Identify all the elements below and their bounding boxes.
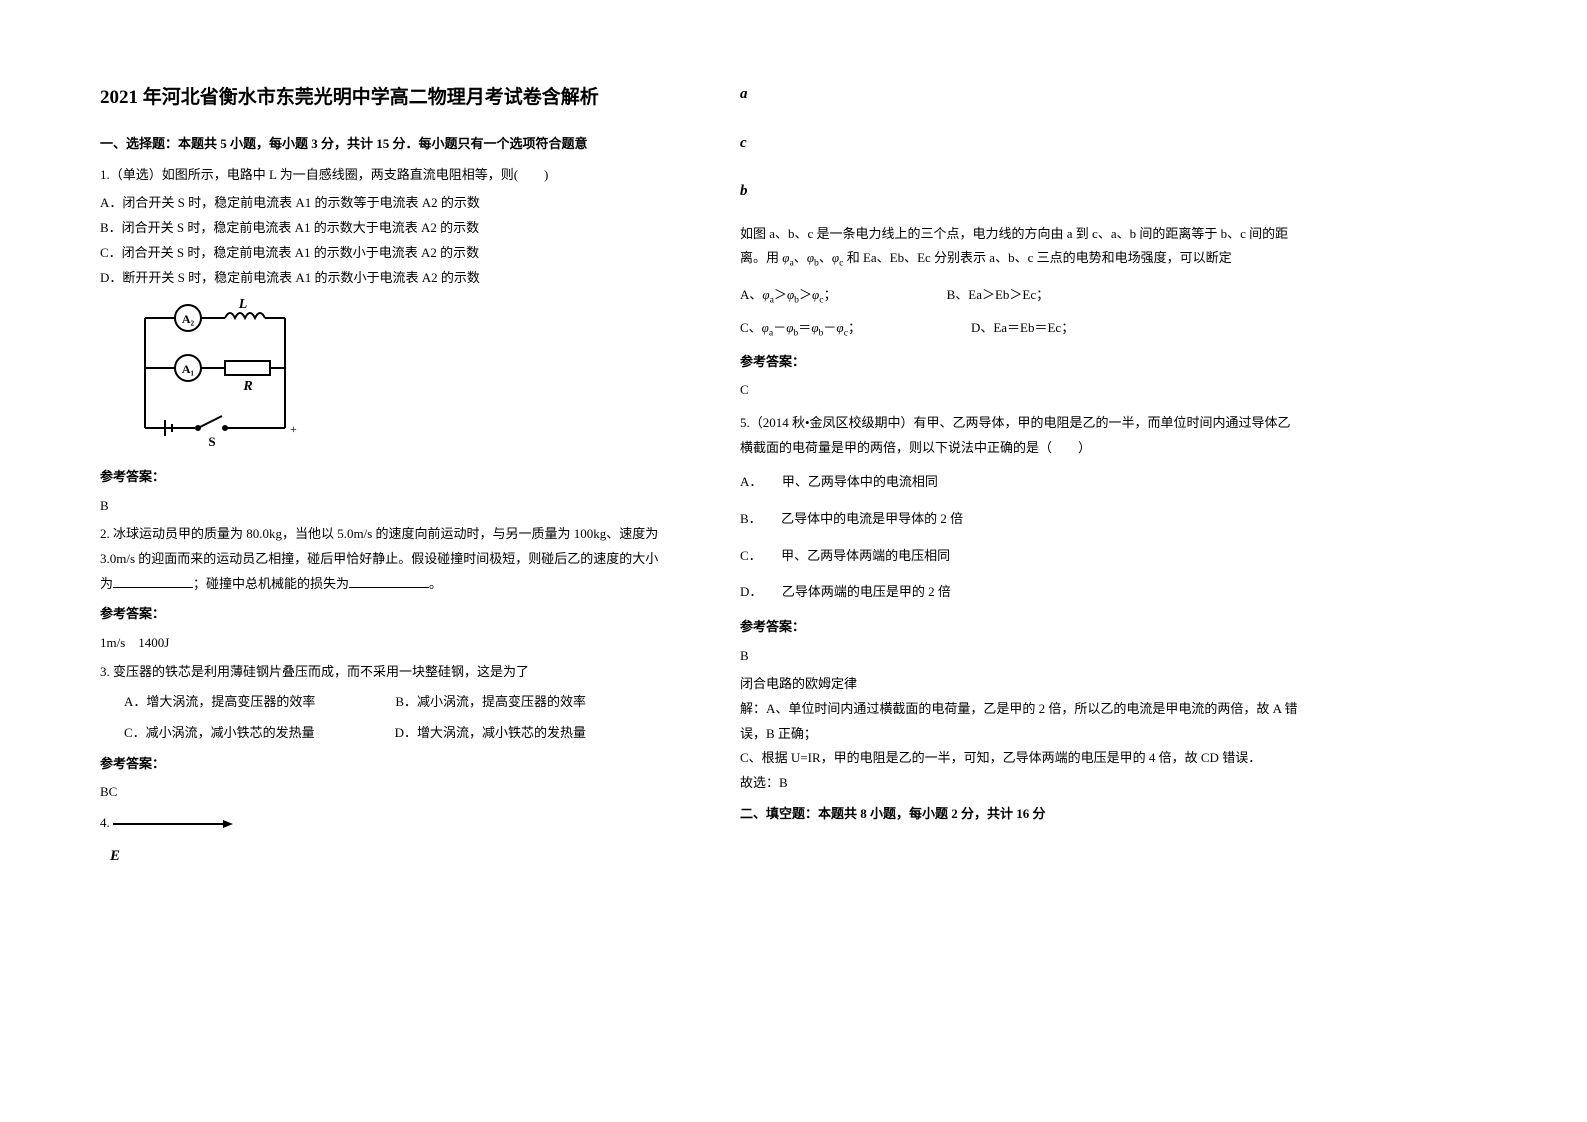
label-L: L	[238, 298, 248, 312]
q4-c-pre: C、	[740, 320, 762, 335]
q3-opt-c: C．减小涡流，减小铁芯的发热量	[124, 721, 315, 746]
q5-exp4: 故选：B	[740, 771, 1300, 796]
doc-title: 2021 年河北省衡水市东莞光明中学高二物理月考试卷含解析	[100, 80, 660, 116]
q5-opt-c: C． 甲、乙两导体两端的电压相同	[740, 544, 1300, 569]
q5-stem: 5.（2014 秋•金凤区校级期中）有甲、乙两导体，甲的电阻是乙的一半，而单位时…	[740, 411, 1300, 460]
q5-opt-b: B． 乙导体中的电流是甲导体的 2 倍	[740, 507, 1300, 532]
q1-opt-c: C．闭合开关 S 时，稳定前电流表 A1 的示数小于电流表 A2 的示数	[100, 241, 660, 266]
q4-num-row: 4.	[100, 811, 660, 836]
q4-num: 4.	[100, 815, 110, 830]
q3-stem: 3. 变压器的铁芯是利用薄硅钢片叠压而成，而不采用一块整硅钢，这是为了	[100, 660, 660, 685]
q2-blank-1	[113, 575, 193, 588]
q1-ans: B	[100, 494, 660, 519]
section-1-header: 一、选择题：本题共 5 小题，每小题 3 分，共计 15 分．每小题只有一个选项…	[100, 132, 660, 157]
phi-b: φ	[807, 250, 814, 265]
q5-opt-d: D． 乙导体两端的电压是甲的 2 倍	[740, 580, 1300, 605]
q4-ans: C	[740, 378, 1300, 403]
q4-opt-b: B、Ea＞Eb＞Ec；	[947, 283, 1050, 310]
q4-c-post: ；	[848, 320, 861, 335]
q5-opt-a: A． 甲、乙两导体中的电流相同	[740, 470, 1300, 495]
q2-stem-b: ；碰撞中总机械能的损失为	[193, 576, 349, 591]
section-2-header: 二、填空题：本题共 8 小题，每小题 2 分，共计 16 分	[740, 802, 1300, 827]
q2-ans-label: 参考答案：	[100, 602, 660, 627]
q4-E: E	[110, 842, 660, 871]
q1-opt-a: A．闭合开关 S 时，稳定前电流表 A1 的示数等于电流表 A2 的示数	[100, 191, 660, 216]
q5-ans-label: 参考答案：	[740, 615, 1300, 640]
q4-a-pre: A、	[740, 287, 762, 302]
q4-opt-a: A、φa＞φb＞φc；	[740, 283, 837, 310]
svg-text:A₁: A₁	[182, 362, 195, 376]
q4-c: c	[740, 129, 1300, 158]
q3-ans-label: 参考答案：	[100, 752, 660, 777]
q5-exp1: 闭合电路的欧姆定律	[740, 672, 1300, 697]
q4-opt-d: D、Ea＝Eb＝Ec；	[971, 316, 1074, 343]
q2: 2. 冰球运动员甲的质量为 80.0kg，当他以 5.0m/s 的速度向前运动时…	[100, 522, 660, 596]
q2-blank-2	[349, 575, 429, 588]
q3-opt-a: A．增大涡流，提高变压器的效率	[124, 690, 315, 715]
q1-opt-b: B．闭合开关 S 时，稳定前电流表 A1 的示数大于电流表 A2 的示数	[100, 216, 660, 241]
q4-opt-c: C、φa－φb＝φb－φc；	[740, 316, 861, 343]
q1-ans-label: 参考答案：	[100, 465, 660, 490]
q5-exp3: C、根据 U=IR，甲的电阻是乙的一半，可知，乙导体两端的电压是甲的 4 倍，故…	[740, 746, 1300, 771]
label-S: S	[208, 434, 215, 448]
q2-stem-c: 。	[429, 576, 442, 591]
q5-ans: B	[740, 644, 1300, 669]
q3-opt-b: B．减小涡流，提高变压器的效率	[395, 690, 586, 715]
q4-stem-b: 和 Ea、Eb、Ec 分别表示 a、b、c 三点的电势和电场强度，可以断定	[847, 250, 1232, 265]
q4-a-post: ；	[824, 287, 837, 302]
q3-opt-d: D．增大涡流，减小铁芯的发热量	[395, 721, 586, 746]
label-R: R	[242, 379, 252, 394]
q4-stem: 如图 a、b、c 是一条电力线上的三个点，电力线的方向由 a 到 c、a、b 间…	[740, 222, 1300, 274]
svg-text:+: +	[290, 422, 297, 436]
q1-opt-d: D．断开开关 S 时，稳定前电流表 A1 的示数小于电流表 A2 的示数	[100, 266, 660, 291]
svg-text:A₂: A₂	[182, 312, 195, 326]
q5-exp2: 解：A、单位时间内通过横截面的电荷量，乙是甲的 2 倍，所以乙的电流是甲电流的两…	[740, 697, 1300, 746]
q3-ans: BC	[100, 780, 660, 805]
q1-stem: 1.（单选）如图所示，电路中 L 为一自感线圈，两支路直流电阻相等，则( )	[100, 163, 660, 188]
q4-a: a	[740, 80, 1300, 109]
left-column: 2021 年河北省衡水市东莞光明中学高二物理月考试卷含解析 一、选择题：本题共 …	[100, 80, 660, 870]
circuit-diagram: A₂ A₁ L R S +	[130, 298, 660, 457]
q2-ans: 1m/s 1400J	[100, 631, 660, 656]
right-column: a c b 如图 a、b、c 是一条电力线上的三个点，电力线的方向由 a 到 c…	[740, 80, 1300, 870]
q4-b: b	[740, 177, 1300, 206]
q4-ans-label: 参考答案：	[740, 350, 1300, 375]
